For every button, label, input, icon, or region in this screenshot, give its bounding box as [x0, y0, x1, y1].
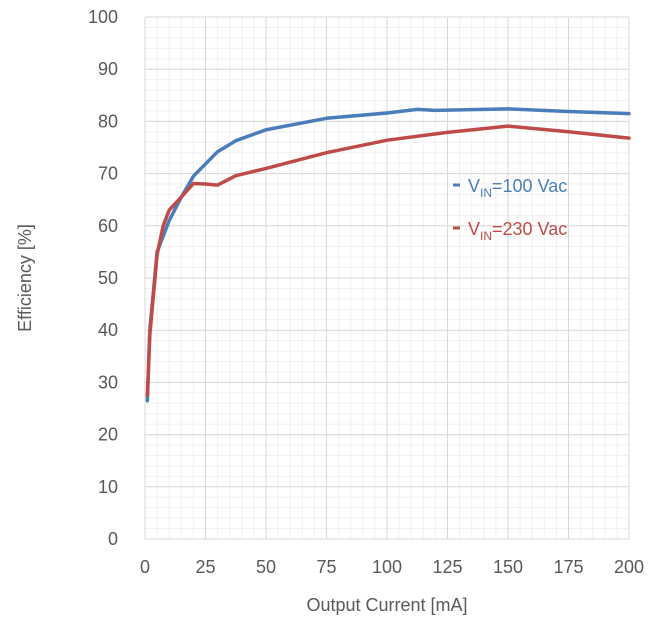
y-tick-label: 90: [98, 59, 118, 79]
series-line-1: [145, 107, 631, 403]
x-tick-label: 175: [553, 557, 583, 577]
x-axis-title: Output Current [mA]: [306, 595, 467, 615]
y-axis-ticks: 0 10 20 30 40 50 60 70 80 90 100: [88, 7, 118, 549]
y-tick-label: 10: [98, 477, 118, 497]
y-tick-label: 70: [98, 164, 118, 184]
legend: VIN=100 Vac VIN=230 Vac: [453, 176, 567, 243]
major-gridlines: [144, 16, 630, 540]
series-line-2: [145, 124, 631, 398]
legend-label-2: VIN=230 Vac: [468, 219, 567, 243]
y-tick-label: 60: [98, 216, 118, 236]
x-tick-label: 125: [432, 557, 462, 577]
x-axis-ticks: 0 25 50 75 100 125 150 175 200: [140, 557, 644, 577]
x-tick-label: 150: [493, 557, 523, 577]
y-axis-title: Efficiency [%]: [15, 224, 35, 332]
x-tick-label: 25: [195, 557, 215, 577]
y-tick-label: 30: [98, 372, 118, 392]
x-tick-label: 0: [140, 557, 150, 577]
x-tick-label: 75: [316, 557, 336, 577]
x-tick-label: 100: [372, 557, 402, 577]
y-tick-label: 80: [98, 111, 118, 131]
y-tick-label: 20: [98, 425, 118, 445]
series-layer: [145, 107, 631, 403]
x-tick-label: 50: [256, 557, 276, 577]
y-tick-label: 40: [98, 320, 118, 340]
y-tick-label: 50: [98, 268, 118, 288]
y-tick-label: 0: [108, 529, 118, 549]
y-tick-label: 100: [88, 7, 118, 27]
legend-label-1: VIN=100 Vac: [468, 176, 567, 200]
x-tick-label: 200: [614, 557, 644, 577]
